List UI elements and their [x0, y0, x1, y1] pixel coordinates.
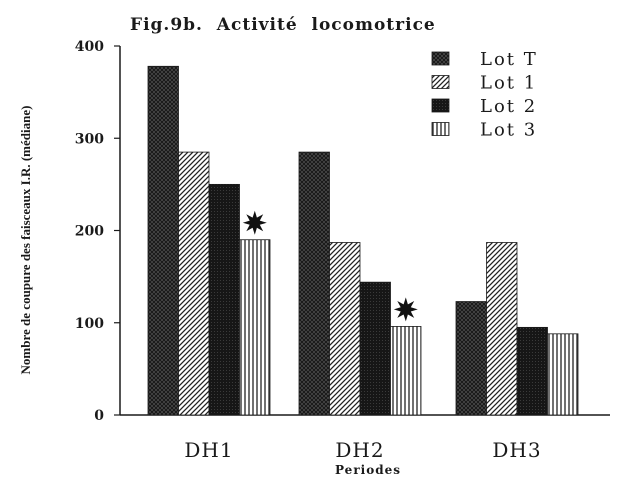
bar-dh2-series-4	[390, 326, 422, 416]
significance-star-icon	[242, 210, 267, 235]
bar-dh3-series-4	[547, 333, 579, 416]
y-tick-label: 400	[75, 39, 104, 55]
x-axis-label: Periodes	[335, 463, 401, 477]
legend-label: Lot 1	[480, 73, 537, 94]
x-category-label: DH1	[184, 438, 233, 462]
bar-dh2-series-1	[298, 151, 330, 416]
bar-dh1-series-1	[147, 65, 179, 416]
legend-swatch	[431, 98, 450, 113]
y-ticks-group: 0 100 200 300 400	[75, 39, 120, 424]
annotation-marks-group	[242, 210, 418, 322]
x-category-label: DH3	[492, 438, 541, 462]
bar-dh1-series-4	[239, 239, 271, 416]
bar-dh1-series-3	[208, 183, 240, 416]
bars-group	[147, 65, 579, 416]
legend-label: Lot 2	[480, 96, 537, 117]
bar-dh1-series-2	[178, 151, 210, 416]
x-categories-group: DH1 DH2 DH3	[184, 438, 541, 462]
bar-dh2-series-3	[359, 281, 391, 416]
bar-dh3-series-1	[455, 301, 487, 416]
legend-swatch	[431, 51, 450, 66]
legend-label: Lot T	[480, 49, 538, 70]
legend-swatch	[431, 122, 450, 136]
bar-dh3-series-2	[486, 242, 518, 416]
bar-dh3-series-3	[516, 326, 548, 416]
y-tick-label: 300	[75, 131, 104, 147]
significance-star-icon	[393, 297, 418, 322]
legend-swatch	[431, 75, 450, 89]
chart-title: Fig.9b. Activité locomotrice	[130, 15, 436, 35]
y-tick-label: 0	[94, 408, 104, 424]
y-tick-label: 100	[75, 316, 104, 332]
legend-label: Lot 3	[480, 120, 537, 141]
x-category-label: DH2	[335, 438, 384, 462]
bar-dh2-series-2	[329, 242, 361, 416]
y-tick-label: 200	[75, 224, 104, 240]
y-axis-label: Nombre de coupure des faisceaux I.R. (mé…	[18, 106, 33, 375]
